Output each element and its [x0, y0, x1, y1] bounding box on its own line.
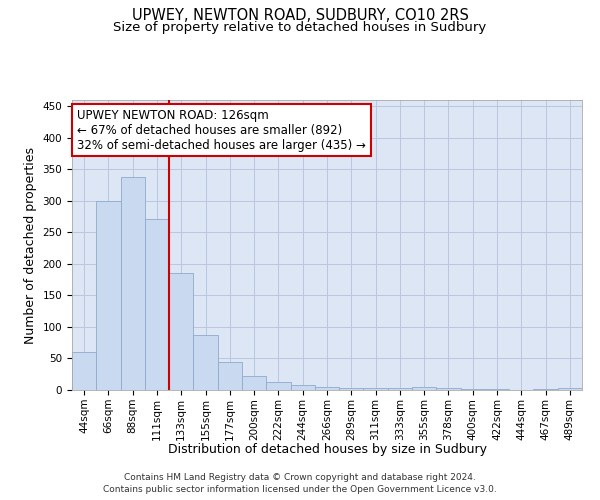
- Text: Contains HM Land Registry data © Crown copyright and database right 2024.: Contains HM Land Registry data © Crown c…: [124, 472, 476, 482]
- Bar: [72, 352, 96, 390]
- Bar: [339, 388, 364, 390]
- Bar: [169, 274, 193, 390]
- Bar: [218, 362, 242, 390]
- Bar: [558, 388, 582, 390]
- Bar: [266, 382, 290, 390]
- Text: UPWEY NEWTON ROAD: 126sqm
← 67% of detached houses are smaller (892)
32% of semi: UPWEY NEWTON ROAD: 126sqm ← 67% of detac…: [77, 108, 366, 152]
- Bar: [364, 388, 388, 390]
- Bar: [412, 387, 436, 390]
- Text: Distribution of detached houses by size in Sudbury: Distribution of detached houses by size …: [167, 442, 487, 456]
- Bar: [96, 201, 121, 390]
- Bar: [145, 218, 169, 390]
- Bar: [193, 334, 218, 390]
- Y-axis label: Number of detached properties: Number of detached properties: [24, 146, 37, 344]
- Bar: [290, 385, 315, 390]
- Bar: [315, 387, 339, 390]
- Bar: [388, 388, 412, 390]
- Bar: [436, 388, 461, 390]
- Text: Contains public sector information licensed under the Open Government Licence v3: Contains public sector information licen…: [103, 485, 497, 494]
- Bar: [121, 177, 145, 390]
- Bar: [242, 376, 266, 390]
- Text: Size of property relative to detached houses in Sudbury: Size of property relative to detached ho…: [113, 21, 487, 34]
- Text: UPWEY, NEWTON ROAD, SUDBURY, CO10 2RS: UPWEY, NEWTON ROAD, SUDBURY, CO10 2RS: [131, 8, 469, 22]
